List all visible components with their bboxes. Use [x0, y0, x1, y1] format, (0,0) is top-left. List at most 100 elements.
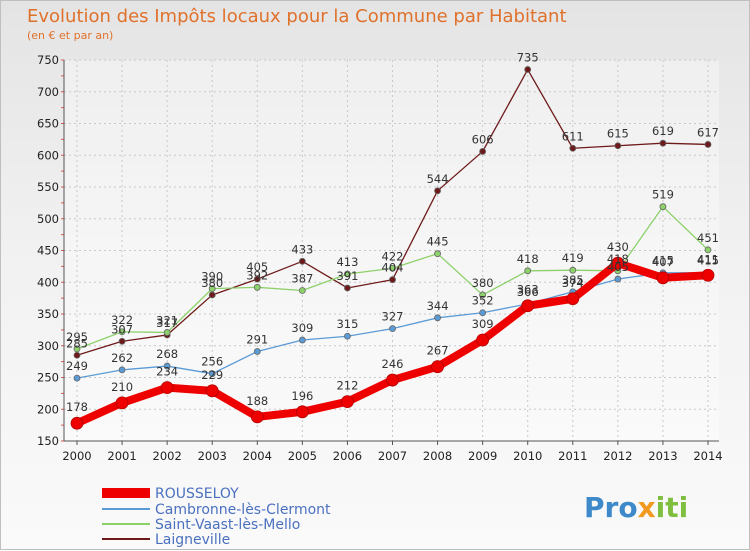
data-point	[73, 351, 81, 359]
series-laigneville	[73, 66, 712, 359]
legend-item: ROUSSELOY	[102, 486, 239, 502]
data-label: 327	[382, 310, 404, 324]
y-tick-label: 650	[37, 117, 59, 131]
data-label: 268	[156, 347, 178, 361]
legend-item: Saint-Vaast-lès-Mello	[102, 517, 300, 533]
legend-label: ROUSSELOY	[155, 486, 239, 502]
data-point	[524, 267, 532, 275]
data-point	[73, 345, 81, 353]
data-label: 611	[562, 129, 584, 143]
data-label: 322	[111, 313, 133, 327]
data-point	[208, 285, 216, 293]
y-tick-label: 500	[37, 212, 59, 226]
data-label: 617	[697, 125, 719, 139]
legend: ROUSSELOYCambronne-lès-ClermontSaint-Vaa…	[102, 486, 331, 548]
x-tick-label: 2001	[107, 449, 136, 463]
y-tick-label: 550	[37, 180, 59, 194]
data-label: 445	[427, 235, 449, 249]
svg-text:Proxiti: Proxiti	[584, 491, 688, 524]
x-tick-label: 2011	[558, 449, 587, 463]
data-label: 262	[111, 351, 133, 365]
legend-item: Cambronne-lès-Clermont	[102, 502, 331, 518]
data-point	[611, 256, 625, 270]
legend-label: Cambronne-lès-Clermont	[155, 502, 331, 518]
chart-subtitle: (en € et par an)	[27, 29, 113, 42]
data-label: 392	[246, 268, 268, 282]
data-point	[295, 405, 309, 419]
data-label: 309	[291, 321, 313, 335]
x-tick-label: 2013	[648, 449, 677, 463]
data-label: 246	[382, 357, 404, 371]
data-label: 178	[66, 400, 88, 414]
data-point	[208, 291, 216, 299]
data-label: 321	[156, 313, 178, 327]
data-point	[431, 360, 444, 374]
data-point	[656, 271, 670, 285]
data-label: 309	[472, 317, 494, 331]
data-point	[163, 362, 171, 370]
x-tick-label: 2003	[198, 449, 227, 463]
data-point	[389, 264, 396, 272]
axes: 150 200 250 300 350 400 450 500 550 600 650 700 750 2…	[37, 53, 723, 463]
x-tick-label: 2014	[693, 449, 722, 463]
x-tick-label: 2006	[333, 449, 362, 463]
data-point	[298, 257, 306, 265]
data-point	[659, 203, 667, 211]
data-label: 405	[246, 260, 268, 274]
x-tick-label: 2007	[378, 449, 407, 463]
data-label: 285	[66, 336, 88, 350]
data-point	[253, 348, 261, 355]
data-point	[389, 325, 396, 333]
data-point	[253, 275, 261, 283]
data-label: 615	[607, 127, 629, 141]
data-label: 430	[607, 240, 629, 254]
data-point	[298, 336, 306, 344]
data-point	[434, 250, 441, 258]
data-point	[614, 142, 622, 150]
data-label: 411	[697, 252, 719, 266]
y-tick-label: 750	[37, 53, 59, 67]
data-label: 544	[427, 172, 449, 186]
data-label: 344	[427, 299, 449, 313]
data-point	[118, 328, 126, 336]
data-label: 413	[336, 255, 358, 269]
data-point	[205, 384, 219, 398]
data-point	[704, 246, 712, 254]
data-point	[344, 332, 351, 340]
y-tick-label: 400	[37, 275, 59, 289]
x-tick-label: 2004	[243, 449, 272, 463]
data-point	[253, 283, 261, 291]
data-point	[659, 139, 667, 147]
data-point	[344, 284, 351, 292]
data-point	[434, 187, 441, 195]
data-point	[479, 309, 487, 317]
data-label: 404	[382, 261, 404, 275]
legend-label: Saint-Vaast-lès-Mello	[155, 517, 300, 533]
data-label: 188	[246, 394, 268, 408]
series-rousseloy	[70, 256, 715, 430]
data-label: 415	[697, 254, 719, 268]
data-point	[479, 291, 487, 299]
data-point	[704, 141, 712, 148]
data-label: 433	[291, 242, 313, 256]
data-point	[521, 299, 535, 313]
legend-item: Laigneville	[102, 532, 230, 548]
series	[70, 66, 715, 430]
data-point	[566, 292, 580, 306]
data-label: 363	[517, 283, 539, 297]
data-label: 315	[336, 317, 358, 331]
data-point	[208, 370, 216, 378]
data-point	[524, 66, 532, 73]
data-label: 196	[291, 389, 313, 403]
x-tick-label: 2005	[288, 449, 317, 463]
data-label: 415	[652, 254, 674, 268]
data-label: 519	[652, 188, 674, 202]
data-point	[479, 148, 487, 155]
data-point	[115, 396, 129, 410]
y-tick-label: 250	[37, 371, 59, 385]
data-point	[70, 416, 84, 430]
data-point	[614, 275, 622, 283]
y-tick-label: 350	[37, 307, 59, 321]
data-label: 374	[562, 276, 584, 290]
